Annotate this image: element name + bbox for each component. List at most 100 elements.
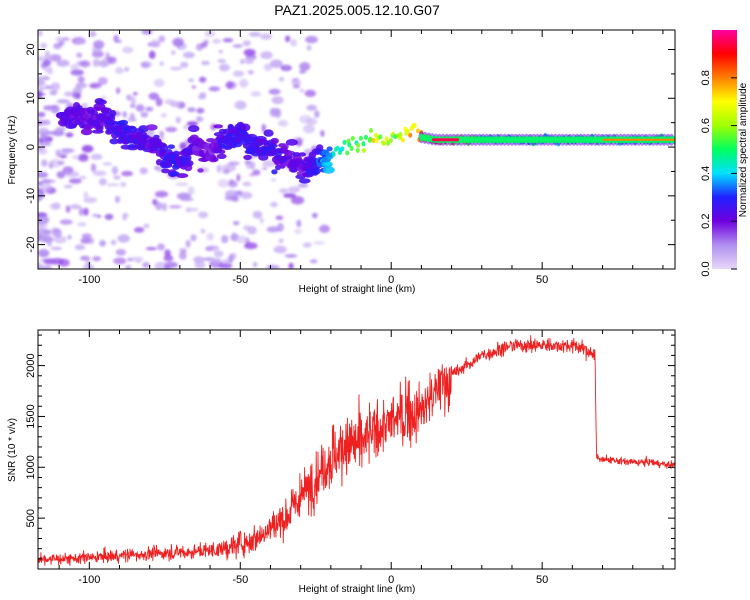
noise-blob: [38, 181, 44, 186]
ridge-blob: [361, 141, 366, 147]
noise-blob: [111, 166, 119, 175]
noise-blob: [92, 170, 107, 177]
noise-blob: [288, 262, 294, 269]
noise-blob: [115, 67, 124, 74]
noise-blob: [217, 179, 229, 188]
noise-blob: [133, 91, 138, 96]
noise-blob: [77, 76, 85, 83]
noise-blob: [179, 248, 188, 253]
y-tick-label: 20: [25, 43, 37, 55]
noise-blob: [243, 48, 256, 57]
ridge-blob: [188, 125, 200, 133]
noise-blob: [190, 234, 197, 242]
noise-blob: [240, 58, 245, 65]
ridge-blob: [400, 137, 405, 143]
noise-blob: [122, 212, 129, 218]
ridge-blob: [345, 150, 350, 156]
noise-blob: [78, 175, 87, 180]
ridge-blob: [119, 119, 129, 126]
noise-blob: [262, 160, 277, 168]
noise-blob: [53, 235, 67, 244]
ridge-blob: [263, 129, 274, 137]
ridge-blob: [386, 140, 391, 146]
ridge-blob: [322, 166, 335, 174]
noise-blob: [305, 35, 318, 44]
ridge-blob: [275, 164, 281, 171]
ridge-blob: [109, 109, 117, 117]
ridge-blob: [161, 168, 170, 174]
snr-ylabel: SNR (10 * v/v): [7, 418, 18, 482]
noise-blob: [38, 249, 50, 258]
noise-blob: [57, 161, 65, 165]
noise-blob: [270, 107, 281, 114]
noise-blob: [236, 173, 241, 182]
y-tick-label: 1000: [25, 455, 37, 479]
noise-blob: [227, 161, 240, 166]
noise-blob: [244, 57, 254, 65]
noise-blob: [122, 46, 134, 54]
noise-blob: [42, 119, 51, 126]
ridge-blob: [298, 178, 311, 184]
ridge-blob: [292, 152, 301, 157]
noise-blob: [140, 111, 149, 118]
noise-blob: [150, 39, 161, 48]
noise-blob: [78, 207, 84, 217]
ridge-blob: [416, 128, 420, 134]
noise-blob: [102, 162, 113, 166]
noise-blob: [218, 63, 231, 72]
noise-blob: [216, 164, 222, 173]
noise-blob: [266, 264, 280, 269]
noise-blob: [43, 59, 51, 67]
noise-blob: [122, 111, 127, 118]
y-tick-label: -20: [25, 237, 37, 253]
noise-blob: [250, 91, 261, 97]
noise-blob: [253, 262, 258, 268]
snr-panel: -100 -50 0 50 500 1000 1500 2000 Height of stra…: [7, 329, 676, 595]
noise-blob: [169, 66, 183, 71]
noise-blob: [160, 113, 167, 118]
noise-blob: [142, 262, 151, 268]
ridge-blob: [358, 135, 363, 141]
noise-blob: [38, 215, 50, 225]
noise-blob: [45, 131, 57, 135]
noise-blob: [263, 63, 273, 71]
ridge-blob: [270, 137, 279, 145]
noise-blob: [126, 118, 138, 122]
noise-blob: [124, 67, 130, 72]
noise-blob: [89, 82, 102, 89]
noise-blob: [159, 132, 165, 141]
noise-blob: [242, 181, 252, 187]
ridge-blob: [197, 168, 204, 173]
noise-blob: [104, 213, 114, 220]
noise-blob: [70, 204, 81, 210]
ridge-blob: [356, 142, 360, 148]
noise-blob: [183, 125, 189, 130]
noise-blob: [218, 263, 233, 269]
ridge-blob: [349, 146, 354, 151]
y-tick-label: -10: [25, 188, 37, 204]
x-tick-label: -50: [232, 574, 248, 586]
noise-blob: [53, 43, 62, 50]
noise-blob: [248, 32, 262, 37]
noise-blob: [284, 254, 298, 258]
noise-blob: [203, 39, 209, 45]
noise-blob: [49, 203, 61, 210]
snr-frame: [37, 329, 676, 570]
noise-blob: [233, 221, 240, 226]
colorbar-tick-label: 0.2: [700, 214, 712, 229]
noise-blob: [296, 219, 302, 228]
noise-blob: [65, 171, 80, 178]
ridge-blob: [271, 169, 278, 175]
noise-blob: [68, 178, 82, 184]
noise-blob: [201, 60, 210, 66]
noise-blob: [90, 153, 103, 160]
noise-blob: [309, 259, 318, 264]
noise-blob: [65, 132, 74, 138]
noise-blob: [222, 169, 230, 175]
noise-blob: [208, 86, 221, 92]
noise-blob: [79, 60, 91, 68]
noise-blob: [69, 64, 80, 70]
noise-blob: [59, 219, 73, 225]
noise-blob: [187, 107, 196, 113]
noise-blob: [172, 37, 184, 47]
